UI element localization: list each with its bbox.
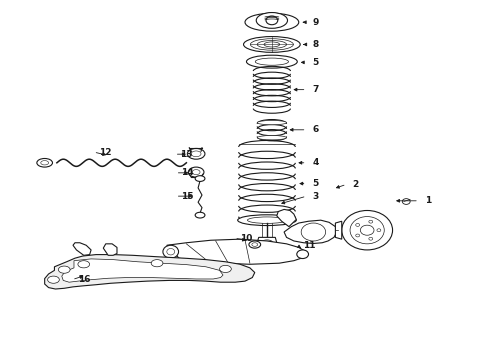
Ellipse shape [360,225,374,235]
Ellipse shape [257,121,287,125]
Ellipse shape [250,39,294,50]
Text: 13: 13 [180,150,193,159]
Ellipse shape [244,37,300,52]
Polygon shape [284,220,337,243]
Ellipse shape [261,240,273,246]
Ellipse shape [220,265,231,273]
Polygon shape [335,221,342,239]
Text: 9: 9 [313,18,319,27]
Ellipse shape [188,167,204,177]
Ellipse shape [187,148,205,159]
Ellipse shape [58,266,70,273]
Ellipse shape [151,260,163,267]
Ellipse shape [369,220,373,223]
Ellipse shape [252,243,258,246]
Ellipse shape [191,151,201,157]
Ellipse shape [257,41,287,48]
Text: 14: 14 [181,168,194,177]
Ellipse shape [167,248,174,255]
Ellipse shape [342,211,392,250]
Text: 15: 15 [181,192,194,201]
Ellipse shape [78,261,90,268]
Text: 10: 10 [240,234,252,243]
Ellipse shape [192,170,200,175]
Ellipse shape [256,13,288,28]
Text: 1: 1 [425,196,431,205]
Ellipse shape [402,199,410,204]
Text: 5: 5 [313,58,318,67]
Ellipse shape [301,223,326,241]
Ellipse shape [195,176,205,181]
Polygon shape [62,259,223,282]
Text: 7: 7 [313,85,319,94]
Ellipse shape [249,241,261,248]
Ellipse shape [255,58,289,65]
Polygon shape [103,244,117,255]
Ellipse shape [266,16,278,25]
Polygon shape [167,239,306,264]
Ellipse shape [238,215,296,226]
Ellipse shape [195,212,205,218]
Text: 2: 2 [352,180,359,189]
Polygon shape [277,210,296,226]
Ellipse shape [48,276,59,283]
Ellipse shape [37,158,52,167]
Ellipse shape [245,13,299,31]
Text: 6: 6 [313,125,318,134]
Ellipse shape [247,217,287,224]
Polygon shape [256,237,278,248]
Polygon shape [45,255,255,289]
Ellipse shape [163,245,178,258]
Text: 11: 11 [303,241,315,250]
Text: 4: 4 [313,158,319,167]
Ellipse shape [246,55,297,68]
Text: 3: 3 [313,192,318,201]
Ellipse shape [356,224,360,226]
Text: 5: 5 [313,179,318,188]
Ellipse shape [350,217,384,244]
Ellipse shape [297,250,309,258]
Polygon shape [73,243,91,255]
Ellipse shape [264,42,280,47]
Text: 16: 16 [78,275,90,284]
Text: 12: 12 [99,148,112,157]
Ellipse shape [369,237,373,240]
Ellipse shape [41,161,49,165]
Ellipse shape [356,234,360,237]
Ellipse shape [377,229,381,231]
Text: 8: 8 [313,40,318,49]
Ellipse shape [257,135,287,140]
